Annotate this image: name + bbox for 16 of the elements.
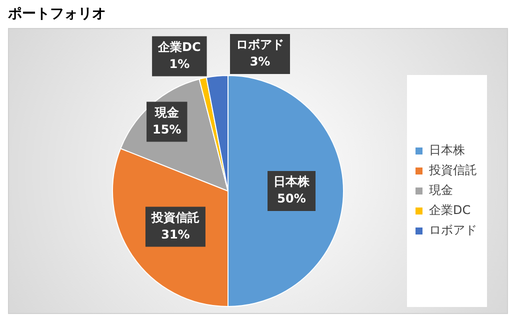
legend-label: ロボアド [429,223,477,238]
legend-label: 日本株 [429,143,465,158]
slice-label: 日本株 [274,174,311,189]
data-label: 50% [277,192,306,206]
slice-label: 企業DC [157,40,201,54]
slice-label: ロボアド [236,38,284,52]
legend-label: 投資信託 [428,163,477,178]
slice-label: 投資信託 [150,210,200,224]
data-label: 15% [152,122,182,136]
data-label: 3% [250,54,270,69]
legend-label: 現金 [429,183,453,198]
data-label: 31% [161,227,190,242]
data-label: 1% [169,56,190,71]
chart-title: ポートフォリオ [8,5,107,24]
legend-label: 企業DC [429,203,471,218]
slice-label: 現金 [154,105,180,120]
